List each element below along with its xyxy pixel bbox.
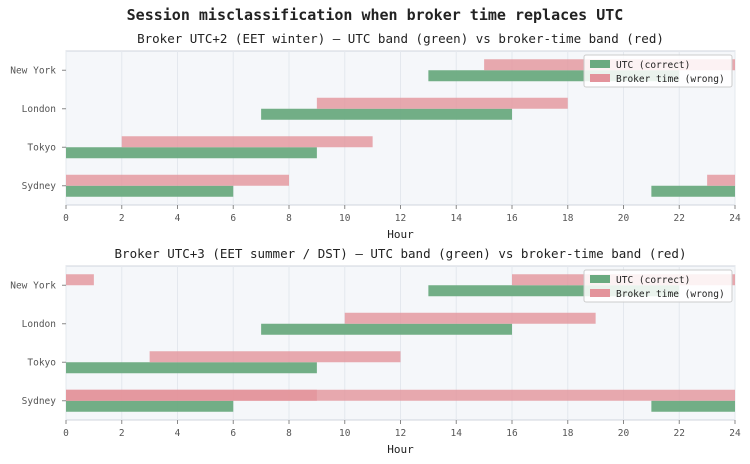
x-tick-label: 12	[395, 213, 406, 224]
broker-range-bar	[316, 97, 568, 109]
y-tick-label: London	[22, 104, 56, 115]
legend-label-broker: Broker time (wrong)	[616, 289, 725, 300]
x-tick-label: 4	[175, 213, 181, 224]
y-tick-label: Sydney	[22, 181, 57, 192]
x-tick-label: 18	[562, 428, 574, 439]
legend-box	[583, 54, 733, 88]
utc-range-bar	[651, 185, 735, 197]
x-tick-label: 2	[119, 213, 125, 224]
utc-range-bar	[428, 285, 680, 297]
broker-range-bar	[149, 351, 401, 363]
utc-range-bar	[66, 147, 317, 159]
y-tick-label: London	[22, 319, 56, 330]
x-tick-label: 6	[230, 213, 236, 224]
x-tick-label: 10	[339, 428, 351, 439]
x-tick-label: 10	[339, 213, 351, 224]
y-tick-label: Sydney	[22, 396, 57, 407]
legend-label-broker: Broker time (wrong)	[616, 74, 725, 85]
x-tick-label: 14	[451, 428, 463, 439]
x-tick-label: 12	[395, 428, 406, 439]
utc-range-bar	[66, 362, 317, 374]
figure-title: Session misclassification when broker ti…	[126, 6, 624, 24]
x-tick-label: 22	[674, 213, 685, 224]
utc-range-bar	[261, 323, 512, 335]
x-tick-label: 2	[119, 428, 125, 439]
y-tick-label: Tokyo	[27, 357, 56, 368]
x-tick-label: 24	[729, 213, 741, 224]
legend-label-utc: UTC (correct)	[616, 275, 690, 286]
x-tick-label: 8	[286, 428, 292, 439]
broker-range-bar	[344, 312, 596, 324]
x-tick-label: 16	[506, 213, 518, 224]
broker-range-bar	[707, 174, 735, 186]
legend-swatch-utc	[590, 60, 610, 68]
utc-range-bar	[66, 400, 234, 412]
y-tick-label: Tokyo	[27, 142, 56, 153]
legend-swatch-broker	[590, 74, 610, 82]
x-tick-label: 18	[562, 213, 574, 224]
x-tick-label: 6	[230, 428, 236, 439]
x-axis-label: Hour	[387, 228, 414, 241]
utc-range-bar	[651, 400, 735, 412]
x-tick-label: 22	[674, 428, 685, 439]
broker-range-bar	[66, 389, 735, 401]
x-tick-label: 0	[63, 428, 69, 439]
x-tick-label: 0	[63, 213, 69, 224]
y-tick-label: New York	[10, 65, 56, 76]
broker-range-bar	[66, 174, 289, 186]
y-tick-label: New York	[10, 280, 56, 291]
broker-range-bar	[121, 136, 373, 148]
x-axis-label: Hour	[387, 443, 414, 456]
broker-range-bar	[66, 274, 94, 286]
x-tick-label: 20	[618, 428, 630, 439]
legend-label-utc: UTC (correct)	[616, 60, 690, 71]
x-tick-label: 14	[451, 213, 463, 224]
x-tick-label: 24	[729, 428, 741, 439]
x-tick-label: 20	[618, 213, 630, 224]
x-tick-label: 4	[175, 428, 181, 439]
x-tick-label: 8	[286, 213, 292, 224]
axes-title: Broker UTC+2 (EET winter) — UTC band (gr…	[137, 31, 664, 46]
x-tick-label: 16	[506, 428, 518, 439]
utc-range-bar	[261, 108, 512, 120]
legend-swatch-utc	[590, 275, 610, 283]
legend-swatch-broker	[590, 289, 610, 297]
utc-range-bar	[66, 185, 234, 197]
axes-title: Broker UTC+3 (EET summer / DST) — UTC ba…	[115, 246, 687, 261]
utc-range-bar	[428, 70, 680, 82]
legend-box	[583, 269, 733, 303]
